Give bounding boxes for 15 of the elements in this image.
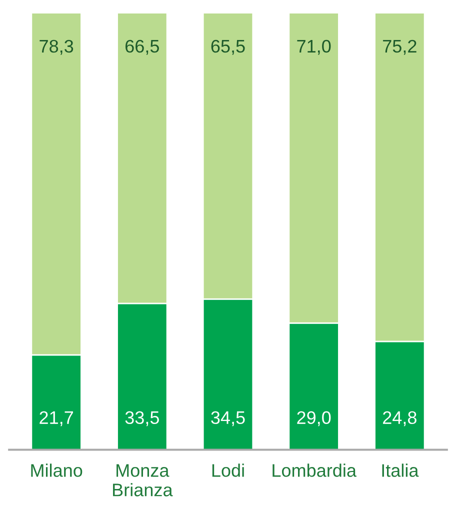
data-label: 66,5 [126, 40, 159, 55]
x-tick-label: Monza Brianza [113, 464, 173, 496]
data-label: 24,8 [383, 411, 416, 426]
data-label: 78,3 [40, 40, 74, 55]
data-label: 75,2 [383, 40, 416, 55]
x-tick-label: Milano [31, 464, 82, 477]
data-label: 34,5 [211, 411, 245, 426]
data-label: 33,5 [125, 411, 159, 426]
data-label: 21,7 [40, 411, 73, 426]
data-label: 29,0 [297, 411, 331, 426]
data-label: 71,0 [297, 40, 331, 55]
x-tick-label: Lombardia [272, 464, 356, 477]
x-tick-label: Italia [382, 464, 419, 477]
data-label: 65,5 [211, 40, 245, 55]
x-tick-label: Lodi [212, 464, 244, 477]
